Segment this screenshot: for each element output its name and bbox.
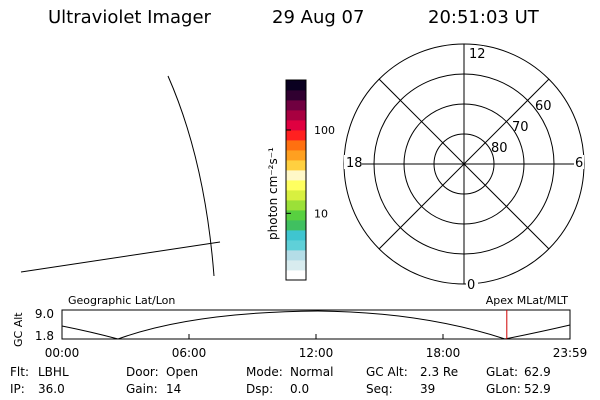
geographic-map <box>20 75 221 277</box>
colorbar-swatch <box>286 160 306 171</box>
colorbar-swatch <box>286 220 306 231</box>
orbit-x-tick-label: 18:00 <box>426 346 461 360</box>
polar-label-0: 0 <box>467 278 475 293</box>
polar-lat-label-70: 70 <box>512 120 529 135</box>
info-label-flt: Flt: <box>10 365 29 379</box>
info-label-gain: Gain: <box>126 382 158 396</box>
info-label-ip: IP: <box>10 382 25 396</box>
orbit-right-caption: Apex MLat/MLT <box>486 294 569 307</box>
info-label-dsp: Dsp: <box>246 382 274 396</box>
info-label-mode: Mode: <box>246 365 283 379</box>
intensity-colorbar: 100 10 photon cm⁻²s⁻¹ <box>266 79 335 281</box>
label-bg-0 <box>466 277 478 291</box>
map-horizon-line <box>20 241 221 273</box>
colorbar-swatch <box>286 270 306 281</box>
colorbar-unit-label: photon cm⁻²s⁻¹ <box>266 147 280 240</box>
orbit-y-tick-max: 9.0 <box>35 307 54 321</box>
info-value-mode: Normal <box>290 365 334 379</box>
orbit-x-tick-label: 06:00 <box>172 346 207 360</box>
info-value-flt: LBHL <box>38 365 69 379</box>
orbit-x-tick-label: 12:00 <box>299 346 334 360</box>
info-value-seq: 39 <box>420 382 436 396</box>
colorbar-swatch <box>286 170 306 181</box>
orbit-x-ticks: 00:00 06:00 12:00 18:00 23:59 <box>45 334 588 360</box>
polar-label-12: 12 <box>469 47 486 62</box>
polar-lat-label-60: 60 <box>535 99 552 114</box>
colorbar-swatch <box>286 190 306 201</box>
colorbar-swatch <box>286 100 306 111</box>
orbit-strip: Geographic Lat/Lon Apex MLat/MLT GC Alt … <box>12 294 587 360</box>
colorbar-swatch <box>286 250 306 261</box>
colorbar-tick-label: 100 <box>314 124 335 137</box>
colorbar-swatch <box>286 180 306 191</box>
orbit-x-tick-label: 00:00 <box>45 346 80 360</box>
info-value-gcalt: 2.3 Re <box>420 365 459 379</box>
label-bg-6 <box>574 155 584 169</box>
label-bg-18 <box>344 155 362 169</box>
info-label-door: Door: <box>126 365 159 379</box>
colorbar-swatch <box>286 130 306 141</box>
colorbar-swatch <box>286 200 306 211</box>
info-value-door: Open <box>166 365 199 379</box>
altitude-curve <box>61 310 571 340</box>
colorbar-swatch <box>286 260 306 271</box>
polar-label-18: 18 <box>346 156 363 171</box>
colorbar-swatch <box>286 120 306 131</box>
orbit-y-tick-min: 1.8 <box>35 329 54 343</box>
map-boundary-line <box>167 75 215 277</box>
colorbar-frame <box>285 79 307 281</box>
colorbar-tick-label: 10 <box>314 207 328 220</box>
colorbar-swatch <box>286 230 306 241</box>
info-label-gcalt: GC Alt: <box>366 365 408 379</box>
colorbar-swatch <box>286 90 306 101</box>
instrument-title: Ultraviolet Imager <box>48 7 211 28</box>
orbit-x-tick-label: 23:59 <box>553 346 588 360</box>
info-label-glat: GLat: <box>486 365 519 379</box>
info-value-ip: 36.0 <box>38 382 65 396</box>
info-value-dsp: 0.0 <box>290 382 310 396</box>
colorbar-swatches <box>286 80 306 281</box>
info-value-gain: 14 <box>166 382 182 396</box>
polar-plot: 12 18 6 0 60 70 80 <box>343 43 585 293</box>
colorbar-swatch <box>286 150 306 161</box>
info-label-seq: Seq: <box>366 382 393 396</box>
info-value-glat: 62.9 <box>524 365 551 379</box>
time-label: 20:51:03 UT <box>428 7 539 28</box>
colorbar-swatch <box>286 210 306 221</box>
orbit-y-axis-label: GC Alt <box>12 312 25 347</box>
colorbar-ticks: 100 10 <box>286 124 335 220</box>
polar-lat-label-80: 80 <box>491 141 508 156</box>
label-bg-12 <box>468 46 484 60</box>
info-value-glon: 52.9 <box>524 382 551 396</box>
orbit-left-caption: Geographic Lat/Lon <box>68 294 175 307</box>
colorbar-swatch <box>286 240 306 251</box>
polar-diagonal-2 <box>378 78 550 250</box>
info-label-glon: GLon: <box>486 382 521 396</box>
colorbar-swatch <box>286 110 306 121</box>
colorbar-swatch <box>286 140 306 151</box>
date-label: 29 Aug 07 <box>272 7 365 28</box>
polar-label-6: 6 <box>575 156 583 171</box>
colorbar-swatch <box>286 80 306 91</box>
